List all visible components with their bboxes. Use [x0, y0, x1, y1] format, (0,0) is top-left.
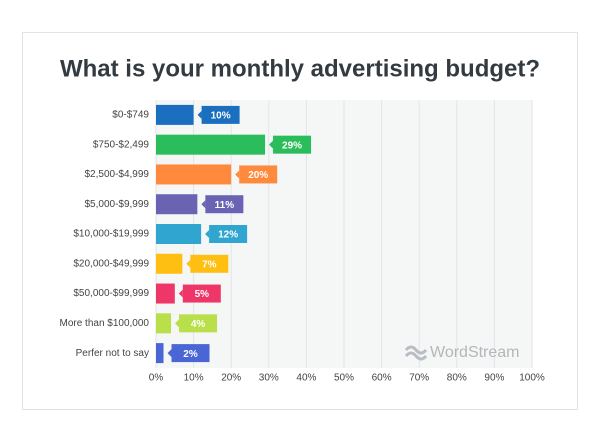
callout-pointer: [197, 110, 202, 119]
value-label: 29%: [282, 140, 302, 151]
bar: [156, 313, 172, 334]
callout-pointer: [235, 170, 240, 179]
bar: [156, 104, 194, 125]
y-tick-label: $0-$749: [112, 110, 149, 121]
x-tick-label: 50%: [334, 373, 354, 384]
callout-pointer: [167, 349, 172, 358]
chart-title: What is your monthly advertising budget?: [60, 55, 540, 82]
x-tick-label: 100%: [519, 373, 545, 384]
y-tick-label: $2,500-$4,999: [84, 169, 149, 180]
value-label: 10%: [211, 111, 231, 122]
callout-box: [190, 254, 229, 273]
callout-pointer: [178, 289, 183, 298]
y-tick-label: $20,000-$49,999: [73, 258, 149, 269]
bar: [156, 283, 175, 304]
bars: $0-$749 10% $750-$2,499 29% $2,500-$4,999 20%…: [59, 104, 312, 364]
bar: [156, 343, 164, 364]
callout-box: [205, 195, 244, 214]
value-label: 20%: [248, 170, 268, 181]
callout-pointer: [205, 230, 210, 238]
x-tick-label: 70%: [409, 373, 429, 384]
bar: [156, 164, 232, 185]
bar: [156, 194, 198, 215]
bar: [156, 134, 266, 155]
y-tick-label: $5,000-$9,999: [84, 199, 149, 210]
callout-pointer: [269, 140, 274, 149]
value-label: 12%: [218, 230, 238, 241]
watermark-group: WordStream: [404, 344, 520, 361]
callout-box: [201, 105, 240, 124]
x-tick-label: 40%: [296, 373, 316, 384]
y-tick-label: $750-$2,499: [93, 139, 150, 150]
y-tick-label: Perfer not to say: [76, 348, 149, 359]
callout-pointer: [201, 200, 206, 209]
x-tick-label: 60%: [372, 373, 392, 384]
x-tick-label: 20%: [221, 373, 241, 384]
bar: [156, 253, 183, 274]
y-tick-label: $50,000-$99,999: [73, 288, 149, 299]
x-tick-label: 0%: [149, 373, 164, 384]
x-tick-label: 10%: [184, 373, 204, 384]
x-tick-label: 80%: [447, 373, 467, 384]
callout-box: [179, 314, 218, 333]
watermark-icon: [404, 345, 428, 361]
callout-box: [273, 135, 312, 154]
callout-pointer: [186, 259, 191, 268]
callout-box: [171, 344, 210, 363]
y-tick-label: $10,000-$19,999: [73, 229, 149, 240]
y-tick-label: More than $100,000: [59, 318, 149, 329]
value-label: 11%: [215, 200, 235, 211]
bar: [156, 224, 202, 244]
value-label: 5%: [195, 289, 210, 300]
x-tick-label: 30%: [259, 373, 279, 384]
callout-box: [209, 225, 248, 243]
callout-pointer: [175, 319, 180, 328]
x-tick-label: 90%: [484, 373, 504, 384]
value-label: 4%: [191, 319, 206, 330]
value-label: 2%: [183, 349, 198, 360]
callout-box: [239, 165, 278, 184]
callout-box: [182, 284, 221, 303]
value-label: 7%: [202, 259, 217, 270]
watermark: WordStream: [430, 344, 520, 361]
